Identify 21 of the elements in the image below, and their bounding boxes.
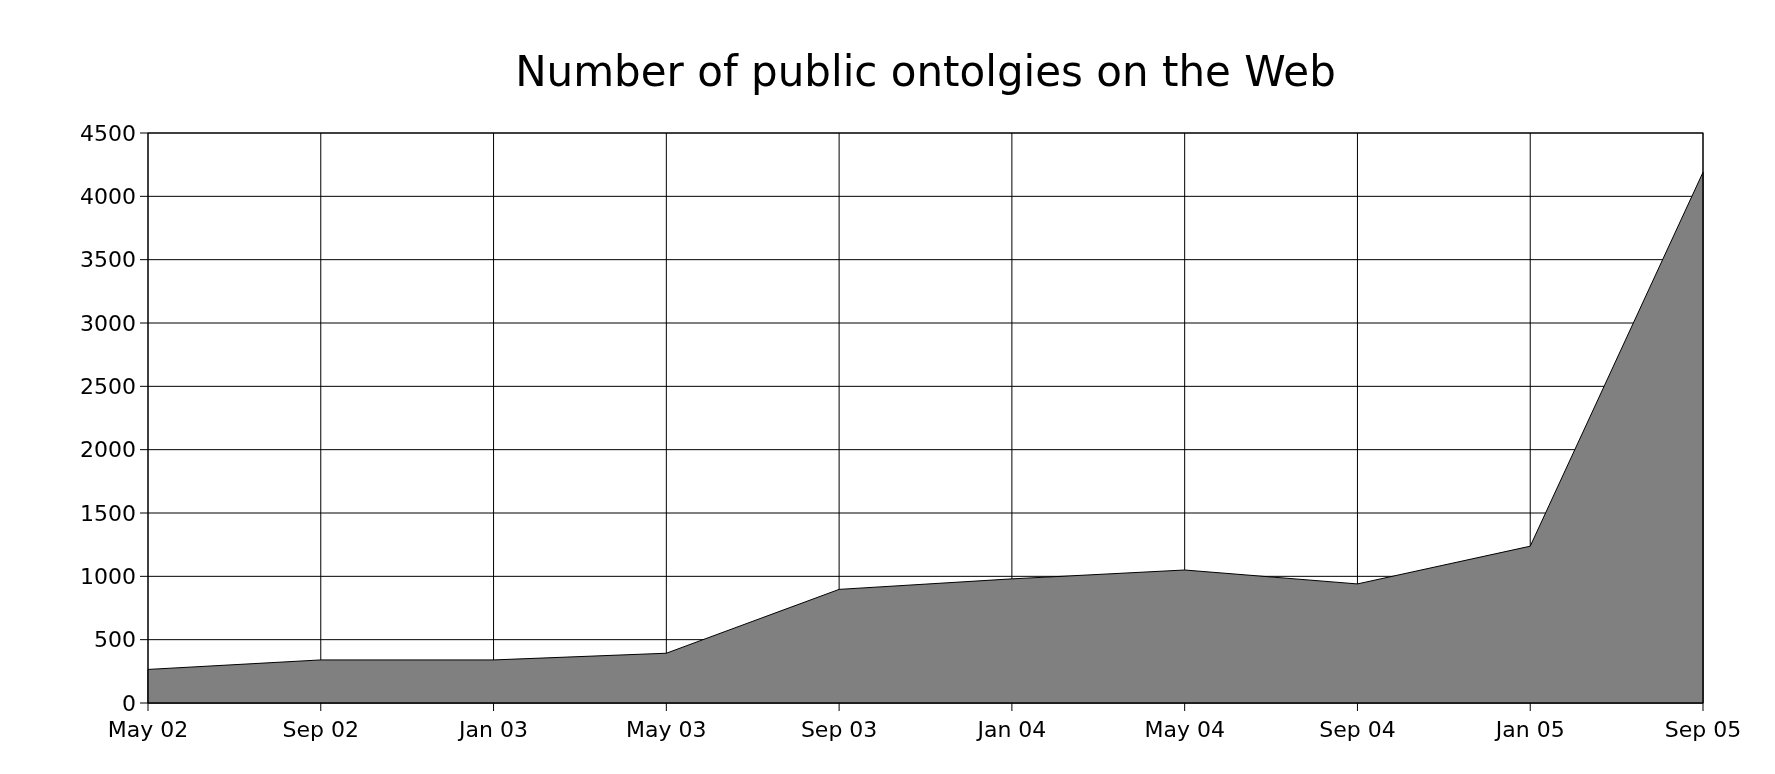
x-tick-label: Jan 03 [457, 717, 529, 742]
x-tick-label: Jan 04 [975, 717, 1047, 742]
y-tick-label: 0 [122, 690, 136, 716]
y-tick-label: 500 [94, 627, 136, 653]
y-tick-label: 2500 [80, 374, 136, 400]
y-tick-label: 1500 [80, 500, 136, 526]
x-tick-label: Sep 03 [800, 717, 878, 742]
y-tick-label: 4000 [80, 184, 136, 210]
y-tick-label: 2000 [80, 437, 136, 463]
x-tick-label: Sep 04 [1319, 717, 1396, 742]
y-tick-label: 4500 [80, 120, 136, 146]
y-tick-label: 1000 [80, 564, 136, 590]
x-tick-label: May 02 [107, 717, 189, 742]
y-tick-label: 3500 [80, 247, 136, 273]
x-tick-label: May 03 [626, 717, 707, 742]
y-tick-label: 3000 [80, 310, 136, 336]
x-tick-label: May 04 [1144, 717, 1225, 742]
x-tick-label: Sep 02 [282, 717, 359, 742]
x-tick-label: Jan 05 [1493, 717, 1565, 742]
chart-title: Number of public ontolgies on the Web [515, 47, 1336, 96]
x-tick-label: Sep 05 [1664, 717, 1742, 742]
